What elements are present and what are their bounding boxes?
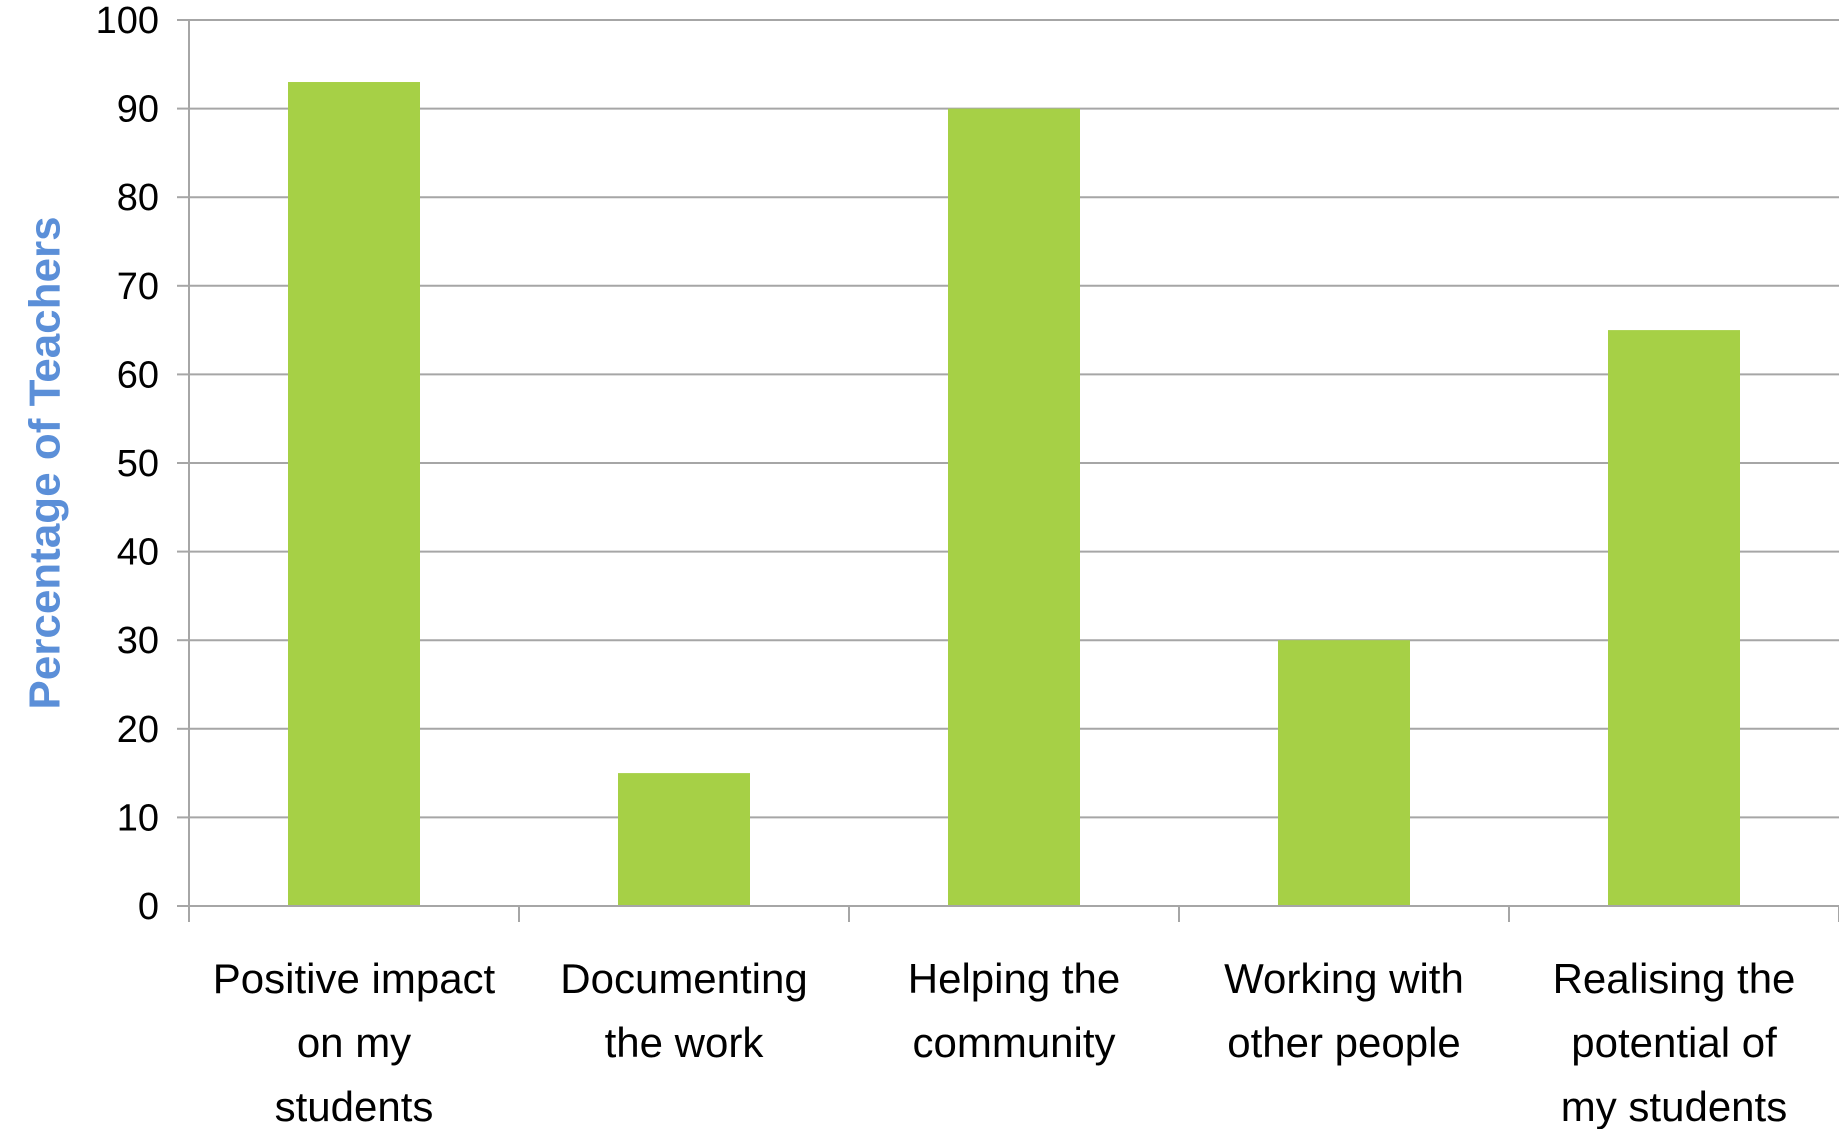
y-tick-label: 100 [96,0,159,42]
y-tick-label: 50 [117,443,159,485]
bar [288,82,420,906]
x-tick-label: Working with other people [1224,955,1464,1066]
x-tick-label: Documenting the work [560,955,807,1066]
axes [177,19,1839,922]
bar [948,108,1080,907]
y-tick-label: 90 [117,89,159,131]
y-tick-label: 40 [117,532,159,574]
bar [1608,330,1740,907]
y-tick-label: 20 [117,709,159,751]
y-tick-label: 0 [138,886,159,928]
y-tick-label: 60 [117,354,159,396]
x-tick-labels: Positive impact on my students Documenting t… [213,955,1796,1129]
bars [288,82,1740,907]
x-tick-label: Helping the community [908,955,1120,1066]
y-tick-label: 70 [117,266,159,308]
x-tick-label: Realising the potential of my students [1553,955,1796,1129]
bar [618,773,750,906]
y-tick-label: 80 [117,177,159,219]
y-tick-label: 30 [117,620,159,662]
y-tick-labels: 0 10 20 30 40 50 60 70 80 90 100 [96,0,159,928]
y-axis-title: Percentage of Teachers [21,216,70,709]
y-tick-label: 10 [117,797,159,839]
bar [1278,640,1410,906]
x-tick-label: Positive impact on my students [213,955,496,1129]
